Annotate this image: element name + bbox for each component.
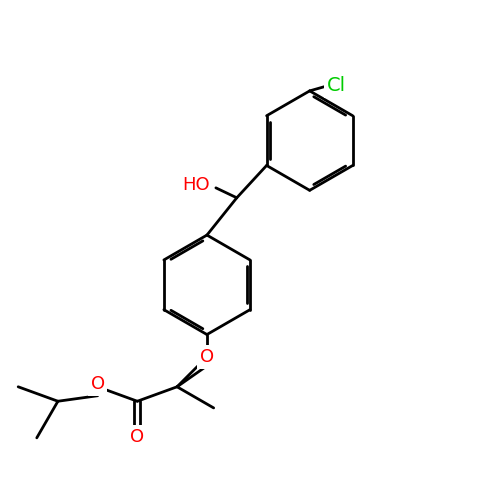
- Text: Cl: Cl: [327, 76, 346, 96]
- Text: O: O: [130, 428, 144, 446]
- Text: O: O: [200, 348, 214, 366]
- Text: O: O: [90, 376, 104, 394]
- Text: HO: HO: [182, 176, 210, 194]
